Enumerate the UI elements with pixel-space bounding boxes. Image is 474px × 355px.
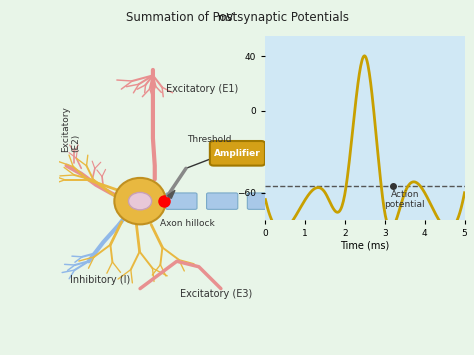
Text: Inhibitory (I): Inhibitory (I): [70, 275, 130, 285]
FancyBboxPatch shape: [370, 193, 401, 209]
Text: Excitatory
(E2): Excitatory (E2): [61, 106, 81, 152]
Text: Axon hillock: Axon hillock: [160, 219, 215, 228]
Text: mV: mV: [218, 13, 234, 23]
FancyBboxPatch shape: [166, 193, 197, 209]
FancyBboxPatch shape: [59, 43, 427, 316]
Text: Action
potential: Action potential: [384, 190, 425, 209]
FancyBboxPatch shape: [262, 32, 468, 224]
FancyBboxPatch shape: [247, 193, 279, 209]
FancyBboxPatch shape: [207, 193, 238, 209]
X-axis label: Time (ms): Time (ms): [340, 241, 390, 251]
Text: Excitatory (E3): Excitatory (E3): [181, 289, 253, 299]
Polygon shape: [168, 190, 175, 198]
Ellipse shape: [128, 192, 152, 210]
FancyBboxPatch shape: [329, 193, 360, 209]
Text: Amplifier: Amplifier: [214, 149, 261, 158]
Text: Excitatory (E1): Excitatory (E1): [166, 84, 238, 94]
FancyBboxPatch shape: [210, 141, 265, 165]
FancyBboxPatch shape: [288, 193, 319, 209]
Text: Summation of Postsynaptic Potentials: Summation of Postsynaptic Potentials: [126, 11, 348, 24]
Ellipse shape: [114, 178, 166, 224]
Text: Threshold: Threshold: [187, 135, 232, 144]
